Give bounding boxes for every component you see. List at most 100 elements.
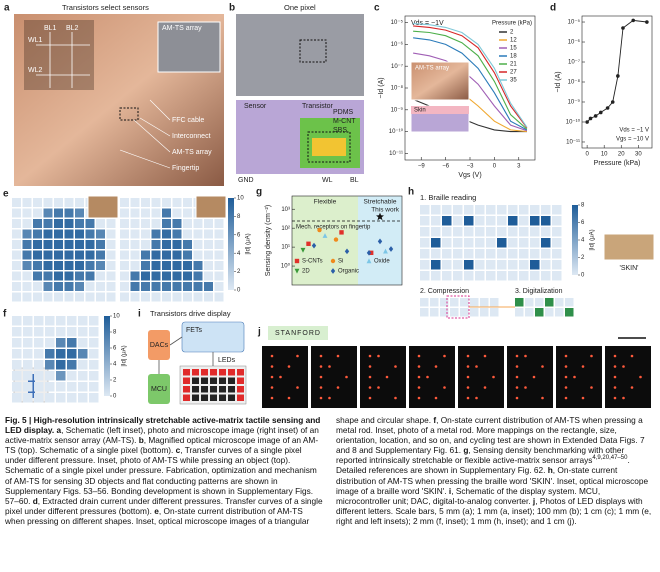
led-dot <box>564 354 568 358</box>
led-dot <box>377 386 380 389</box>
cell <box>162 198 171 207</box>
y-tick-label: 10⁻¹⁰ <box>389 128 404 135</box>
point <box>588 116 593 121</box>
cell <box>183 271 192 281</box>
cell <box>204 282 213 291</box>
cell <box>464 227 474 237</box>
mini-cell <box>545 308 554 317</box>
inset-photo <box>410 61 470 101</box>
mini-cell <box>515 308 524 317</box>
caption-bold: i <box>448 485 452 496</box>
cell <box>12 208 21 218</box>
led-dot <box>573 375 576 379</box>
cell <box>193 282 203 291</box>
cell <box>151 208 161 218</box>
point <box>377 238 383 245</box>
zoom-box <box>307 131 351 163</box>
cell <box>193 250 203 260</box>
cell <box>130 292 140 302</box>
cell <box>54 250 63 260</box>
cell <box>12 382 22 392</box>
led <box>228 377 235 384</box>
schematic-label: BL2 <box>66 25 79 32</box>
cell <box>64 271 74 281</box>
cell <box>508 238 518 248</box>
cell <box>12 229 21 239</box>
colorbar-tick-label: 6 <box>237 232 241 238</box>
cell <box>183 261 192 270</box>
cell <box>45 338 55 348</box>
panel-label: i <box>138 309 141 320</box>
led-dot <box>541 365 544 368</box>
colorbar-tick-label: 8 <box>581 203 585 209</box>
cell <box>106 229 116 239</box>
step-label: 2. Compression <box>420 288 469 295</box>
caption-text: , Photos of LED displays with different … <box>336 495 652 526</box>
led-dot <box>564 396 568 400</box>
block-label: FETs <box>186 327 202 334</box>
cell <box>22 282 32 291</box>
panel-label: j <box>257 327 261 338</box>
led-dot <box>270 386 274 389</box>
y-tick-label: 10⁻⁷ <box>568 59 580 66</box>
layer-label: M-CNT <box>333 118 356 125</box>
y-axis-label: Sensing density (cm⁻²) <box>265 205 272 276</box>
y-tick-label: 10⁻¹¹ <box>566 140 580 146</box>
inset-label: Skin <box>414 108 426 114</box>
cell <box>442 216 452 226</box>
cell <box>96 250 105 260</box>
panel-label: f <box>3 309 7 320</box>
cell <box>151 229 161 239</box>
led <box>237 386 244 393</box>
cell <box>486 216 496 226</box>
cell <box>43 250 53 260</box>
step-label: 3. Digitalization <box>515 288 563 295</box>
led <box>237 369 244 376</box>
led <box>210 386 217 393</box>
cell <box>552 216 562 226</box>
cell <box>172 261 182 270</box>
cell <box>204 229 213 239</box>
cell <box>541 205 551 215</box>
schematic-inset <box>24 20 94 90</box>
cell <box>193 261 203 270</box>
led-dot <box>581 396 585 400</box>
cell <box>552 249 562 259</box>
led-dot <box>368 375 372 379</box>
y-axis-label: −Id (A) <box>555 71 562 92</box>
cell <box>214 271 224 281</box>
cell <box>508 216 518 226</box>
caption-text: , Schematic of the display system. MCU, … <box>336 485 601 506</box>
cell <box>193 219 203 228</box>
led-dot <box>613 365 617 368</box>
cell <box>43 292 53 302</box>
cell <box>442 238 452 248</box>
cell <box>12 360 22 370</box>
cell <box>34 349 44 359</box>
cell <box>75 261 84 270</box>
cell <box>214 282 224 291</box>
curve <box>413 23 528 128</box>
cell <box>22 198 32 207</box>
array-box <box>119 107 139 121</box>
cell <box>67 371 77 381</box>
led-dot <box>394 396 397 400</box>
cell <box>183 292 192 302</box>
led-dot <box>270 354 274 358</box>
cell <box>530 249 540 259</box>
cell <box>22 261 32 270</box>
led-dot <box>434 396 438 400</box>
legend-marker <box>330 268 336 274</box>
led-dot <box>590 386 593 389</box>
colorbar-tick-label: 6 <box>581 220 585 226</box>
cell <box>151 261 161 270</box>
cell <box>12 393 22 403</box>
x-axis-label: Vgs (V) <box>458 172 481 179</box>
mini-cell <box>555 308 564 317</box>
caption-bold: b <box>138 435 144 446</box>
y-tick-label: 10² <box>281 226 290 232</box>
cell <box>552 227 562 237</box>
cell <box>475 260 485 270</box>
cell <box>183 282 192 291</box>
cell <box>106 292 116 302</box>
